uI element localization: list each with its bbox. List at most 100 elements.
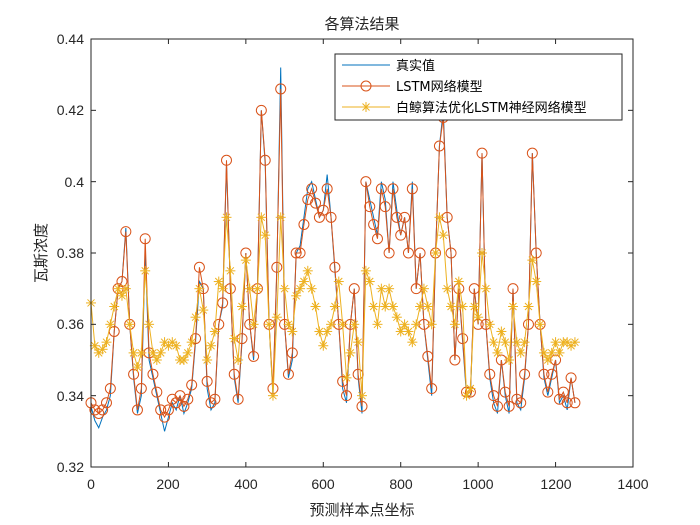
data-point-circle xyxy=(391,211,403,223)
data-point-circle xyxy=(89,404,101,416)
asterisk-stroke xyxy=(284,320,293,329)
data-point-circle xyxy=(368,218,380,230)
data-point-asterisk xyxy=(283,319,294,330)
asterisk-stroke xyxy=(493,349,502,357)
data-point-circle xyxy=(302,194,314,205)
data-point-circle xyxy=(221,154,232,166)
asterisk-stroke xyxy=(346,349,355,357)
asterisk-stroke xyxy=(180,356,188,364)
data-point-asterisk xyxy=(515,347,526,358)
data-point-circle xyxy=(97,404,109,416)
data-point-circle xyxy=(402,247,414,259)
data-point-asterisk xyxy=(469,301,480,312)
data-point-asterisk xyxy=(488,337,499,348)
data-point-asterisk xyxy=(477,248,488,258)
asterisk-stroke xyxy=(102,338,111,347)
asterisk-stroke xyxy=(211,327,219,336)
data-point-asterisk xyxy=(465,383,476,394)
asterisk-stroke xyxy=(207,341,215,350)
data-point-asterisk xyxy=(504,355,515,365)
data-point-asterisk xyxy=(442,283,453,294)
asterisk-stroke xyxy=(311,302,320,311)
data-point-asterisk xyxy=(101,337,112,348)
asterisk-stroke xyxy=(160,338,169,347)
asterisk-stroke xyxy=(338,320,347,329)
data-point-asterisk xyxy=(519,337,530,348)
data-point-asterisk xyxy=(186,337,197,348)
data-point-asterisk xyxy=(306,283,317,294)
data-point-asterisk xyxy=(403,326,414,337)
asterisk-stroke xyxy=(261,231,270,240)
data-point-asterisk xyxy=(190,312,201,323)
asterisk-stroke xyxy=(404,327,413,336)
asterisk-stroke xyxy=(435,213,444,222)
data-point-circle xyxy=(569,397,581,409)
data-point-asterisk xyxy=(194,283,205,294)
asterisk-stroke xyxy=(315,327,324,336)
data-point-asterisk xyxy=(287,326,298,337)
data-point-circle xyxy=(139,233,151,245)
x-tick-labels: 0 200 400 600 800 1000 1200 1400 xyxy=(87,476,649,492)
asterisk-stroke xyxy=(451,320,459,329)
data-point-circle xyxy=(178,400,190,412)
data-point-asterisk xyxy=(132,362,143,373)
series-layer xyxy=(85,67,581,432)
data-point-circle xyxy=(492,400,503,412)
asterisk-stroke xyxy=(540,349,548,357)
data-point-asterisk xyxy=(236,301,247,312)
asterisk-stroke xyxy=(466,384,475,393)
data-point-circle xyxy=(522,318,534,330)
data-point-asterisk xyxy=(484,319,495,330)
data-point-circle xyxy=(228,368,240,380)
data-point-circle xyxy=(321,183,333,195)
data-point-circle xyxy=(182,393,194,405)
asterisk-stroke xyxy=(416,302,424,311)
data-point-circle xyxy=(116,276,128,288)
asterisk-stroke xyxy=(385,284,393,293)
data-point-asterisk xyxy=(298,276,309,287)
asterisk-stroke xyxy=(98,345,107,354)
data-point-circle xyxy=(519,368,531,380)
data-point-asterisk xyxy=(264,319,275,330)
asterisk-stroke xyxy=(485,320,494,329)
data-point-circle xyxy=(449,354,461,366)
x-tick-label: 600 xyxy=(311,476,335,492)
data-point-circle xyxy=(186,379,198,391)
data-point-asterisk xyxy=(198,305,209,316)
asterisk-stroke xyxy=(443,284,452,293)
asterisk-stroke xyxy=(516,349,525,357)
data-point-circle xyxy=(193,261,205,273)
asterisk-stroke xyxy=(509,302,517,311)
data-point-asterisk xyxy=(457,301,468,312)
data-point-asterisk xyxy=(391,312,402,323)
data-point-circle xyxy=(488,390,500,402)
asterisk-stroke xyxy=(520,338,529,347)
data-point-circle xyxy=(337,375,349,387)
data-point-asterisk xyxy=(120,283,131,294)
y-tick-label: 0.44 xyxy=(57,31,84,47)
data-point-asterisk xyxy=(217,283,228,294)
data-point-circle xyxy=(364,201,376,213)
asterisk-stroke xyxy=(272,313,281,322)
data-point-circle xyxy=(379,201,391,213)
asterisk-stroke xyxy=(218,284,227,293)
asterisk-stroke xyxy=(303,266,312,275)
data-point-asterisk xyxy=(384,283,395,294)
data-point-circle xyxy=(433,140,445,152)
data-point-circle xyxy=(530,247,542,259)
data-point-asterisk xyxy=(267,390,278,401)
data-point-circle xyxy=(515,397,527,409)
asterisk-stroke xyxy=(152,356,161,364)
legend-label-series-2: LSTM网络模型 xyxy=(396,79,483,95)
data-point-circle xyxy=(457,333,469,345)
asterisk-stroke xyxy=(149,349,157,357)
data-point-asterisk xyxy=(147,347,158,358)
legend: 真实值 LSTM网络模型 白鲸算法优化LSTM神经网络模型 xyxy=(334,53,623,121)
data-point-circle xyxy=(484,368,496,380)
data-point-asterisk xyxy=(291,290,302,301)
data-point-asterisk xyxy=(260,230,271,241)
asterisk-stroke xyxy=(156,349,165,357)
data-point-asterisk xyxy=(318,340,329,351)
data-point-asterisk xyxy=(140,265,151,276)
